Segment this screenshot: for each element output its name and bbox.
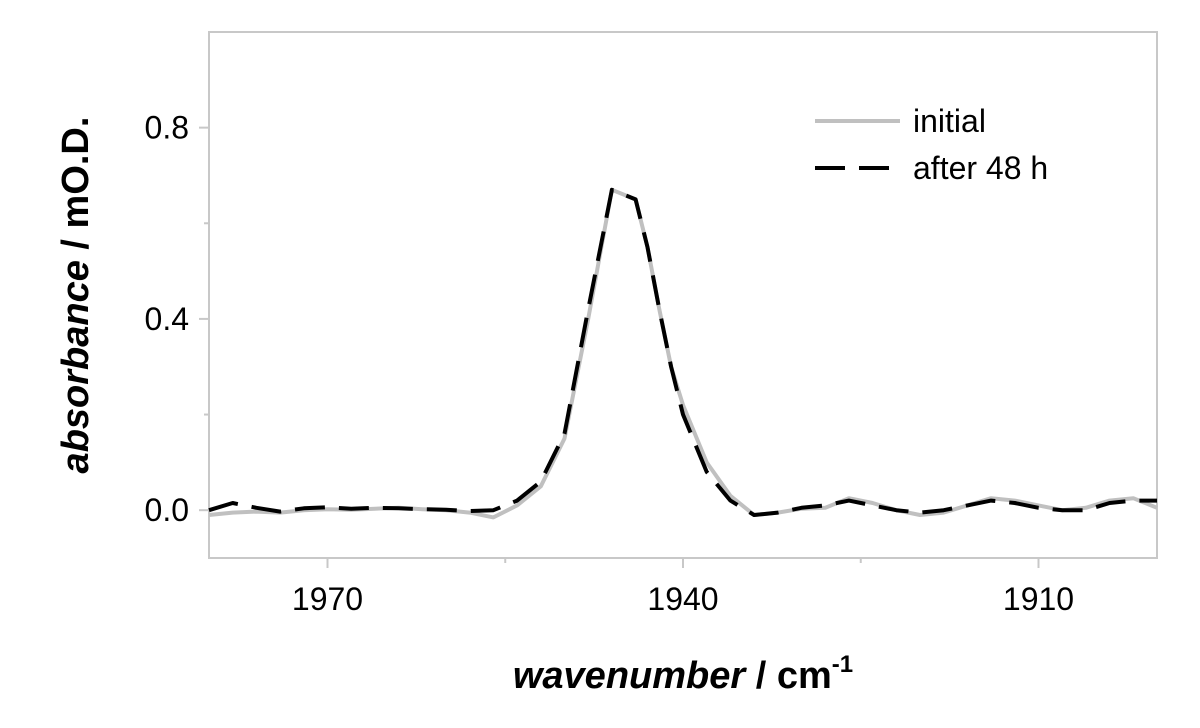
series-line-after-48h <box>208 187 1157 517</box>
x-axis-title-superscript: -1 <box>832 651 853 678</box>
x-axis-ticks: 1970 1940 1910 <box>292 558 1074 617</box>
x-axis-title-main: wavenumber <box>513 655 748 697</box>
y-tick-label: 0.8 <box>145 110 189 146</box>
series-line-initial <box>208 187 1158 520</box>
legend-label-initial: initial <box>913 103 986 139</box>
legend: initial after 48 h <box>815 103 1048 186</box>
y-axis-title-main: absorbance <box>55 260 97 473</box>
x-tick-label: 1910 <box>1003 581 1074 617</box>
legend-label-after-48h: after 48 h <box>913 150 1048 186</box>
y-tick-label: 0.4 <box>145 301 189 337</box>
y-axis-title-unit: / mO.D. <box>55 117 97 261</box>
series-layer <box>208 187 1158 520</box>
x-tick-label: 1970 <box>292 581 363 617</box>
x-axis-title-unit: / cm <box>745 655 832 697</box>
x-axis-title: wavenumber / cm-1 <box>513 651 853 697</box>
plot-frame <box>208 31 1158 559</box>
y-axis-ticks: 0.0 0.4 0.8 <box>145 110 209 528</box>
x-tick-label: 1940 <box>647 581 718 617</box>
y-tick-label: 0.0 <box>145 492 189 528</box>
y-axis-title: absorbance / mO.D. <box>55 117 97 474</box>
